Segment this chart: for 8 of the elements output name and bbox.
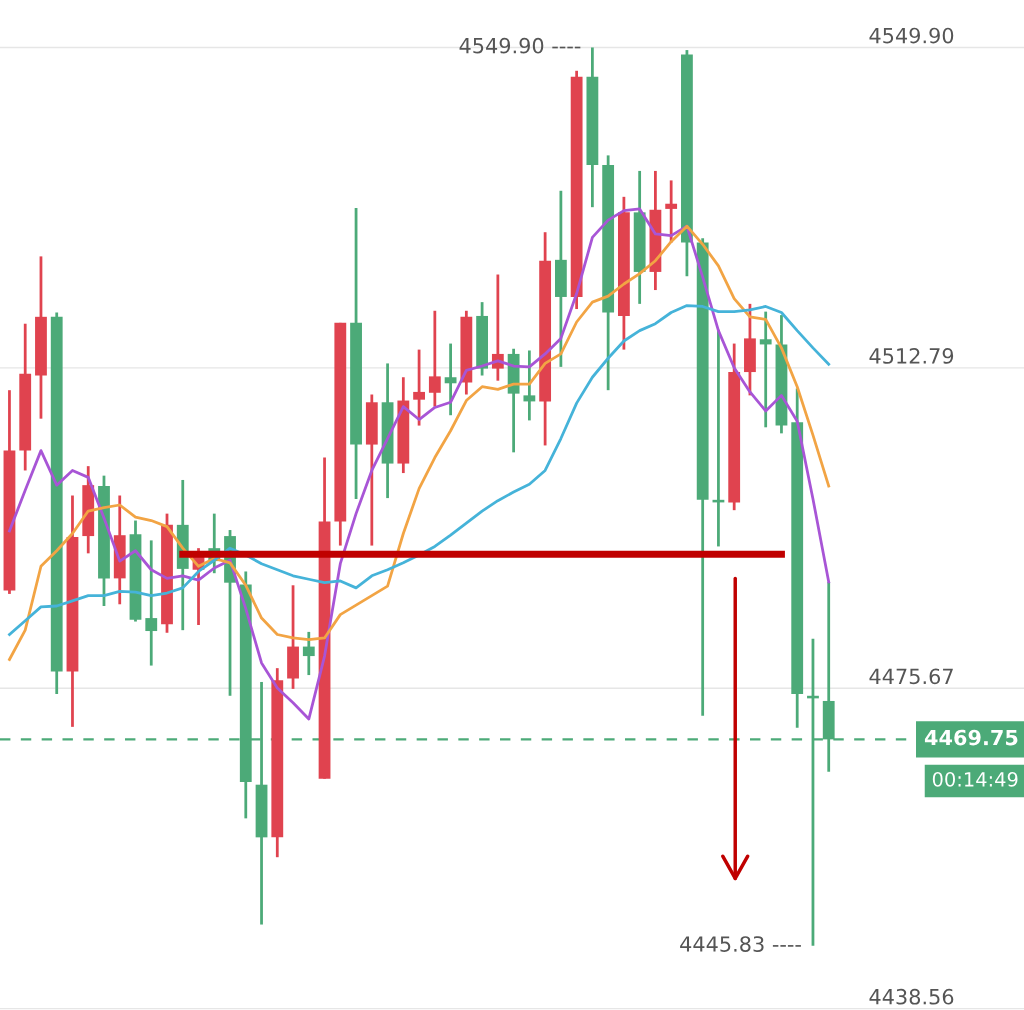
y-tick-label: 4438.56 (869, 988, 954, 1005)
annotation: 4549.90 ---- (459, 37, 581, 54)
y-tick-label: 4512.79 (869, 348, 954, 364)
y-tick-label: 4549.90 (869, 27, 954, 44)
annotation: 4445.83 ---- (680, 936, 801, 952)
text: 00:14:49 (932, 771, 1018, 787)
y-tick-label: 4475.67 (869, 668, 953, 685)
ref-line-label: 4469.75 (924, 729, 1018, 746)
